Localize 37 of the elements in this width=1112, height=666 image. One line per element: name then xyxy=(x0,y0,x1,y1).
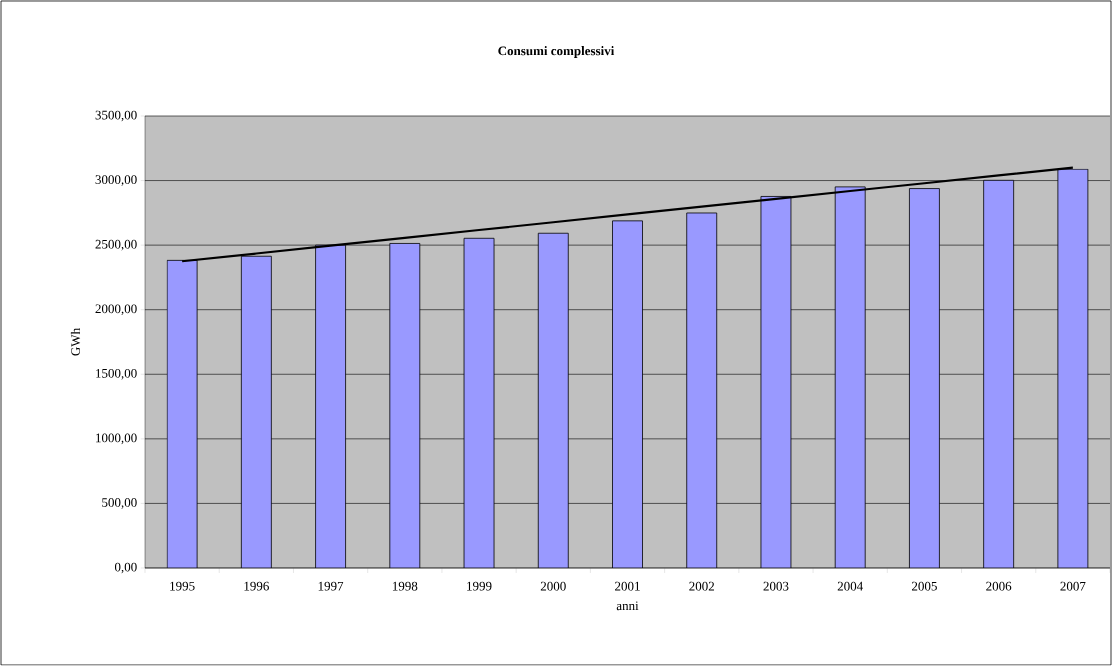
x-tick-label: 1995 xyxy=(170,581,195,591)
bar xyxy=(463,237,495,568)
bar xyxy=(315,244,346,568)
bar xyxy=(537,232,569,568)
bar xyxy=(612,220,643,568)
bar xyxy=(760,196,792,568)
bar xyxy=(166,259,198,568)
x-axis-title: anni xyxy=(616,601,639,611)
y-tick-label: 2000,00 xyxy=(95,304,137,316)
x-tick-label: 1996 xyxy=(244,581,269,591)
x-tick-label: 2002 xyxy=(689,581,715,591)
y-tick-label: 3000,00 xyxy=(95,175,137,186)
x-tick-label: 2007 xyxy=(1060,581,1086,591)
x-tick-label: 1998 xyxy=(392,581,418,591)
y-tick-label: 500,00 xyxy=(102,498,137,509)
y-tick-label: 0,00 xyxy=(114,562,137,574)
x-tick-label: 2000 xyxy=(540,581,566,591)
bar xyxy=(389,243,421,568)
y-tick-label: 1000,00 xyxy=(96,433,137,445)
y-axis-title: GWh xyxy=(70,328,81,356)
bar xyxy=(1057,168,1089,568)
x-tick-label: 2006 xyxy=(986,581,1012,591)
x-tick-label: 2004 xyxy=(837,581,863,591)
x-tick-label: 2003 xyxy=(763,581,789,591)
x-tick-label: 2005 xyxy=(911,581,937,591)
bar xyxy=(834,186,866,568)
x-tick-label: 1997 xyxy=(318,581,344,591)
y-tick-label: 2500,00 xyxy=(95,239,137,251)
chart-title: Consumi complessivi xyxy=(498,46,615,58)
y-tick-label: 3500,00 xyxy=(95,110,137,122)
bar xyxy=(686,212,718,568)
y-tick-label: 1500,00 xyxy=(96,368,137,380)
bar xyxy=(240,255,272,568)
x-tick-label: 1999 xyxy=(467,581,492,591)
x-tick-label: 2001 xyxy=(615,581,640,591)
bar xyxy=(983,179,1015,568)
bar xyxy=(909,188,940,568)
